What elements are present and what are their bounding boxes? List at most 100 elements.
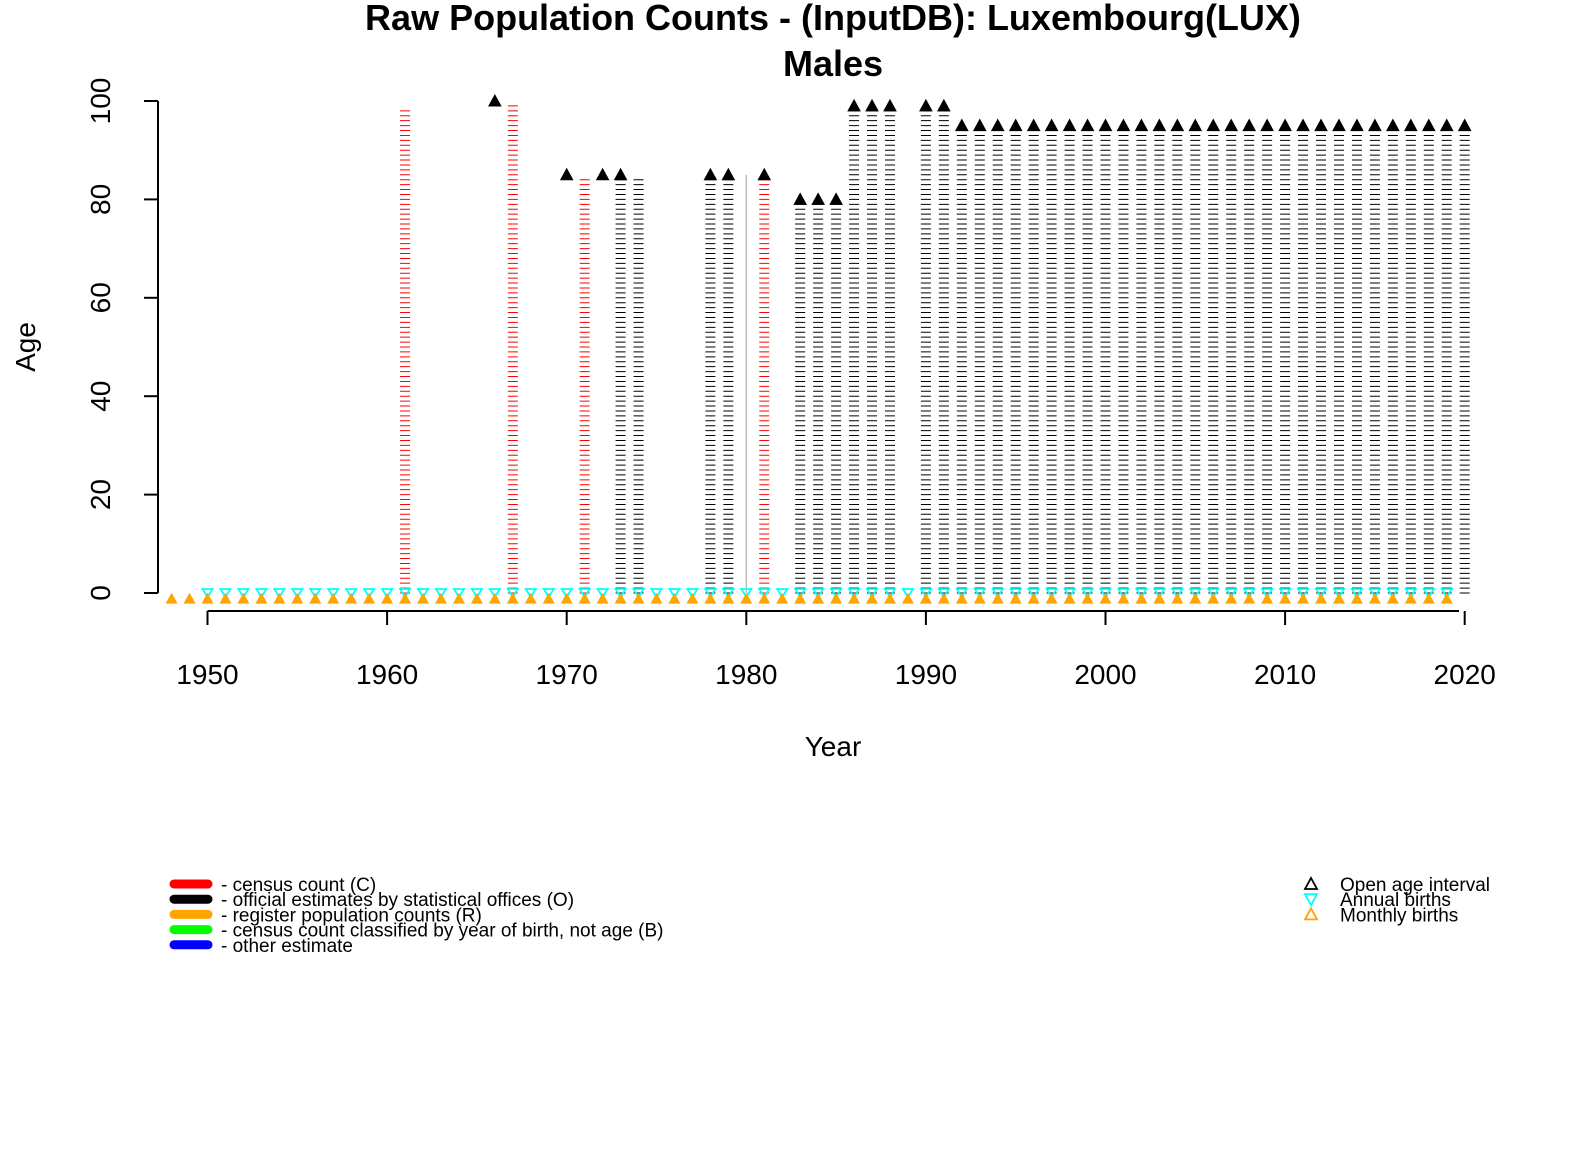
- annual-births-marker: [1224, 588, 1238, 599]
- open-age-marker: [847, 98, 861, 112]
- monthly-births-marker: [542, 592, 555, 604]
- monthly-births-marker: [237, 592, 250, 604]
- annual-births-marker: [1440, 588, 1454, 599]
- annual-births-marker: [1170, 588, 1184, 599]
- age-column-2016: [1387, 130, 1398, 594]
- annual-births-marker: [542, 588, 556, 599]
- annual-births-marker: [1080, 588, 1095, 599]
- annual-births-marker: [919, 588, 933, 599]
- open-age-marker: [1134, 118, 1149, 132]
- y-tick-label: 60: [85, 282, 116, 313]
- open-age-marker: [919, 98, 933, 112]
- annual-births-marker: [488, 588, 502, 599]
- annual-births-marker: [811, 588, 825, 599]
- chart-subtitle: Males: [783, 43, 883, 84]
- open-age-marker: [1116, 118, 1131, 132]
- monthly-births-marker: [452, 592, 465, 604]
- open-age-marker: [811, 192, 825, 205]
- age-column-1993: [974, 130, 985, 594]
- legend-label: - other estimate: [221, 936, 353, 957]
- monthly-births-marker: [183, 592, 196, 604]
- annual-births-marker: [1062, 588, 1077, 599]
- age-column-2004: [1172, 130, 1183, 594]
- monthly-births-marker: [1081, 592, 1094, 604]
- monthly-births-marker: [596, 592, 609, 604]
- monthly-births-marker: [506, 592, 519, 604]
- x-tick-label: 2020: [1434, 659, 1496, 690]
- open-age-marker: [1314, 118, 1328, 132]
- open-age-marker: [559, 167, 574, 181]
- age-column-ticks: [633, 179, 644, 594]
- monthly-births-marker: [740, 592, 753, 604]
- age-column-ticks: [992, 130, 1003, 594]
- y-tick-label: 100: [85, 78, 116, 125]
- monthly-births-marker: [1243, 592, 1256, 604]
- annual-births-marker: [254, 588, 269, 599]
- annual-births-marker: [362, 588, 376, 599]
- monthly-births-marker: [1135, 592, 1148, 604]
- y-tick-label: 40: [85, 381, 116, 412]
- open-age-marker: [1332, 118, 1346, 132]
- age-column-ticks: [1046, 130, 1057, 594]
- age-column-2018: [1423, 130, 1434, 594]
- legend-marker: [1303, 893, 1319, 908]
- open-age-marker: [954, 118, 969, 132]
- open-age-marker: [1188, 118, 1203, 132]
- age-column-2002: [1136, 130, 1147, 594]
- open-age-marker: [1368, 118, 1382, 132]
- monthly-births-marker: [632, 592, 645, 604]
- monthly-births-marker: [345, 592, 358, 604]
- annual-births-marker: [434, 588, 448, 599]
- monthly-births-marker: [919, 592, 932, 604]
- annual-births-marker: [649, 588, 664, 599]
- age-column-ticks: [615, 179, 626, 594]
- age-column-1979: [723, 179, 734, 594]
- annual-births-marker: [398, 588, 412, 599]
- open-age-marker: [1098, 118, 1113, 132]
- open-age-marker: [1206, 118, 1221, 132]
- legend-marker: [1303, 906, 1319, 921]
- annual-births-marker: [290, 588, 304, 599]
- annual-births-marker: [236, 588, 251, 599]
- annual-births-marker: [1242, 588, 1256, 599]
- monthly-births-marker: [937, 592, 950, 604]
- monthly-births-marker: [291, 592, 304, 604]
- monthly-births-marker: [794, 592, 807, 604]
- monthly-births-marker: [722, 592, 735, 604]
- age-column-1961: [400, 110, 411, 594]
- legend-label: - census count classified by year of bir…: [221, 921, 664, 942]
- age-column-ticks: [1190, 130, 1201, 594]
- monthly-births-marker: [470, 592, 483, 604]
- monthly-births-marker: [866, 592, 879, 604]
- monthly-births-marker: [309, 592, 322, 604]
- annual-births-marker: [991, 588, 1005, 599]
- y-tick-label: 20: [85, 479, 116, 510]
- age-column-1987: [867, 110, 878, 594]
- annual-births-marker: [973, 588, 987, 599]
- monthly-births-marker: [650, 592, 663, 604]
- monthly-births-marker: [614, 592, 627, 604]
- open-age-marker: [1008, 118, 1023, 132]
- annual-births-marker: [1188, 588, 1202, 599]
- age-column-2003: [1154, 130, 1165, 594]
- age-column-2007: [1226, 130, 1237, 594]
- annual-births-marker: [1134, 588, 1149, 599]
- age-column-1984: [813, 203, 824, 594]
- open-age-marker: [757, 167, 772, 181]
- open-age-marker: [1026, 118, 1041, 132]
- legend-source-types: - census count (C)- official estimates b…: [169, 875, 664, 957]
- age-column-2013: [1333, 130, 1344, 594]
- age-column-1981: [759, 179, 770, 594]
- open-age-marker: [1296, 118, 1310, 132]
- y-axis: 0 20 40 60 80 100: [85, 78, 159, 601]
- age-column-1985: [831, 203, 842, 594]
- monthly-births-marker: [1063, 592, 1076, 604]
- annual-births-marker: [1009, 588, 1023, 599]
- annual-births-marker: [1422, 588, 1436, 599]
- age-column-ticks: [1064, 130, 1075, 594]
- annual-births-marker: [775, 588, 789, 599]
- age-column-1988: [884, 110, 895, 594]
- age-column-ticks: [1316, 130, 1327, 594]
- annual-births-marker: [829, 588, 843, 599]
- monthly-births-marker: [1189, 592, 1202, 604]
